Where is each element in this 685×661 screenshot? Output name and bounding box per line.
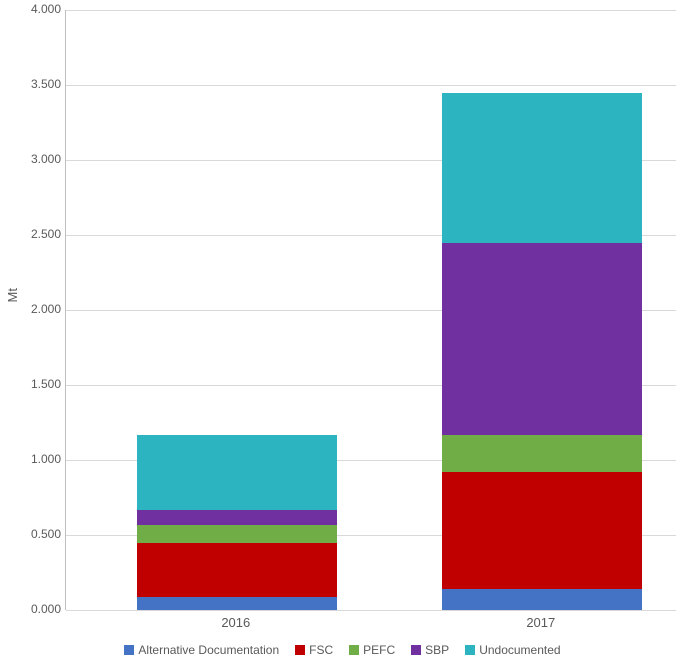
plot-area <box>65 10 676 610</box>
x-tick-label: 2016 <box>136 615 336 630</box>
legend: Alternative Documentation FSC PEFC SBP Undoc… <box>0 642 685 657</box>
y-tick-label: 1.000 <box>11 452 61 466</box>
legend-item-sbp: SBP <box>411 642 449 657</box>
bar-segment-alt <box>442 589 642 610</box>
legend-swatch <box>465 645 475 655</box>
legend-label: FSC <box>309 643 333 657</box>
bar-segment-sbp <box>137 510 337 525</box>
y-tick-label: 0.500 <box>11 527 61 541</box>
legend-item-undoc: Undocumented <box>465 642 560 657</box>
legend-swatch <box>295 645 305 655</box>
bar-segment-pefc <box>137 525 337 543</box>
y-tick-label: 0.000 <box>11 602 61 616</box>
bar-segment-fsc <box>137 543 337 597</box>
bar-segment-pefc <box>442 435 642 473</box>
y-tick-label: 3.000 <box>11 152 61 166</box>
legend-item-alt: Alternative Documentation <box>124 642 279 657</box>
legend-swatch <box>349 645 359 655</box>
legend-swatch <box>411 645 421 655</box>
y-tick-label: 3.500 <box>11 77 61 91</box>
y-tick-label: 2.000 <box>11 302 61 316</box>
legend-label: Alternative Documentation <box>138 643 279 657</box>
gridline <box>66 10 676 11</box>
chart-container: Mt Alternative Documentation FSC PEFC SBP Un… <box>0 0 685 661</box>
bar-segment-undoc <box>442 93 642 243</box>
y-tick-label: 2.500 <box>11 227 61 241</box>
bar-segment-sbp <box>442 243 642 435</box>
legend-swatch <box>124 645 134 655</box>
legend-label: SBP <box>425 643 449 657</box>
gridline <box>66 85 676 86</box>
y-tick-label: 4.000 <box>11 2 61 16</box>
bar-segment-fsc <box>442 472 642 589</box>
bar-segment-undoc <box>137 435 337 510</box>
y-axis-title: Mt <box>5 288 20 302</box>
legend-label: Undocumented <box>479 643 560 657</box>
legend-item-pefc: PEFC <box>349 642 395 657</box>
gridline <box>66 610 676 611</box>
legend-item-fsc: FSC <box>295 642 333 657</box>
bar-segment-alt <box>137 597 337 611</box>
y-tick-label: 1.500 <box>11 377 61 391</box>
legend-label: PEFC <box>363 643 395 657</box>
x-tick-label: 2017 <box>441 615 641 630</box>
